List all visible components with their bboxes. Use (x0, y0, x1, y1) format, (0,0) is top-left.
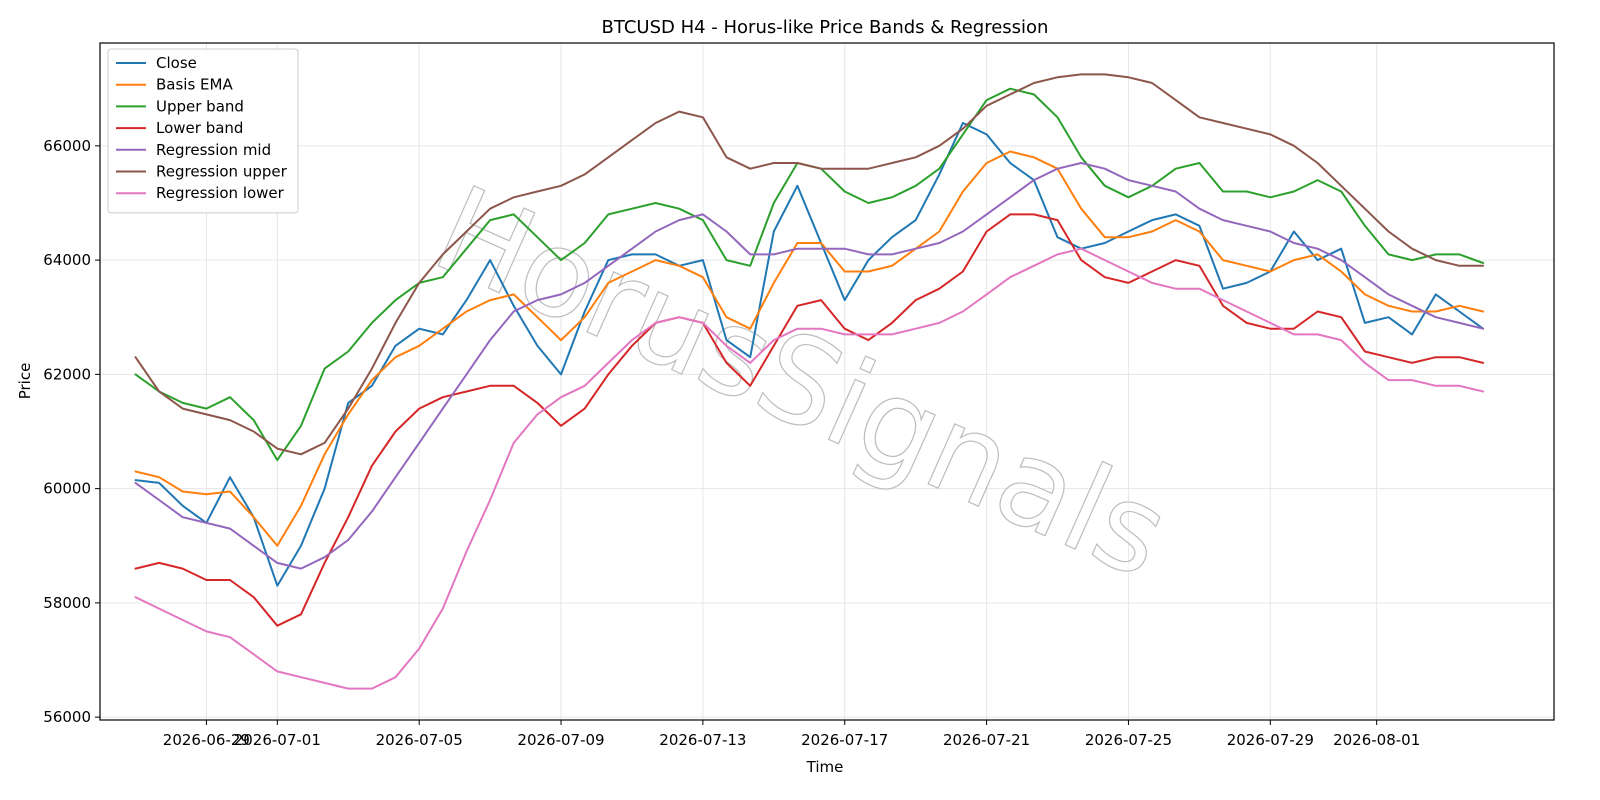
y-tick-label: 56000 (43, 708, 91, 726)
legend-entry-label: Lower band (156, 119, 243, 137)
series-line-basis-ema (134, 150, 1485, 547)
x-tick-label: 2026-07-05 (376, 731, 463, 749)
legend-entry-label: Regression upper (156, 163, 288, 181)
x-tick-label: 2026-07-01 (234, 731, 321, 749)
y-axis-ticks: 56000 58000 60000 62000 64000 66000 (43, 137, 100, 726)
series-line-lower-band (134, 213, 1485, 627)
legend-entry-label: Basis EMA (156, 76, 233, 94)
legend-entry-label: Regression lower (156, 184, 285, 202)
x-tick-label: 2026-07-17 (801, 731, 888, 749)
legend-entry-label: Upper band (156, 97, 244, 115)
series-line-regression-lower (134, 247, 1485, 690)
x-tick-label: 2026-07-25 (1085, 731, 1172, 749)
x-axis-label: Time (806, 758, 844, 776)
y-tick-label: 62000 (43, 365, 91, 383)
y-tick-label: 60000 (43, 480, 91, 498)
x-tick-label: 2026-07-21 (943, 731, 1030, 749)
grid-lines (100, 43, 1554, 720)
x-tick-label: 2026-07-09 (517, 731, 604, 749)
plot-frame (99, 42, 1555, 721)
y-axis-label: Price (16, 363, 34, 400)
legend-entry-label: Regression mid (156, 141, 271, 159)
series-line-regression-mid (134, 162, 1485, 570)
series-line-close (134, 122, 1485, 587)
legend: Close Basis EMA Upper band Lower band Regres… (107, 48, 299, 214)
y-tick-label: 58000 (43, 594, 91, 612)
legend-box (107, 48, 299, 214)
y-tick-label: 66000 (43, 137, 91, 155)
chart-title: BTCUSD H4 - Horus-like Price Bands & Reg… (602, 17, 1049, 38)
series-line-regression-upper (134, 73, 1485, 456)
x-tick-label: 2026-07-29 (1227, 731, 1314, 749)
series-lines (134, 73, 1485, 690)
x-tick-label: 2026-07-13 (659, 731, 746, 749)
x-tick-label: 2026-08-01 (1333, 731, 1420, 749)
y-tick-label: 64000 (43, 251, 91, 269)
legend-entry-label: Close (156, 54, 197, 72)
x-tick-label: 2026-06-29 (163, 731, 250, 749)
